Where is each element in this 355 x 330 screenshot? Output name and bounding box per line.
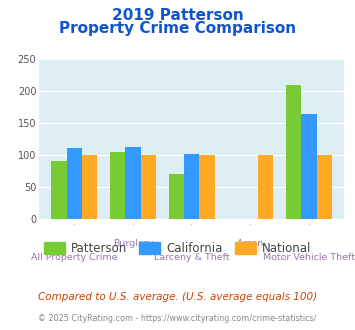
Bar [200, 155, 214, 219]
Text: Burglary: Burglary [113, 239, 153, 248]
Bar [317, 155, 332, 219]
Text: Compared to U.S. average. (U.S. average equals 100): Compared to U.S. average. (U.S. average … [38, 292, 317, 302]
Text: Property Crime Comparison: Property Crime Comparison [59, 21, 296, 36]
Bar [286, 85, 301, 219]
Text: Motor Vehicle Theft: Motor Vehicle Theft [263, 253, 355, 262]
Legend: Patterson, California, National: Patterson, California, National [39, 237, 316, 260]
Bar [184, 153, 200, 219]
Text: © 2025 CityRating.com - https://www.cityrating.com/crime-statistics/: © 2025 CityRating.com - https://www.city… [38, 314, 317, 323]
Text: Larceny & Theft: Larceny & Theft [154, 253, 230, 262]
Text: Arson: Arson [237, 239, 264, 248]
Bar [82, 155, 97, 219]
Bar [169, 174, 184, 219]
Bar [51, 161, 67, 219]
Bar [110, 151, 125, 219]
Bar [125, 147, 141, 219]
Text: 2019 Patterson: 2019 Patterson [111, 8, 244, 23]
Bar [67, 148, 82, 219]
Bar [301, 115, 317, 219]
Bar [141, 155, 156, 219]
Text: All Property Crime: All Property Crime [31, 253, 118, 262]
Bar [258, 155, 273, 219]
